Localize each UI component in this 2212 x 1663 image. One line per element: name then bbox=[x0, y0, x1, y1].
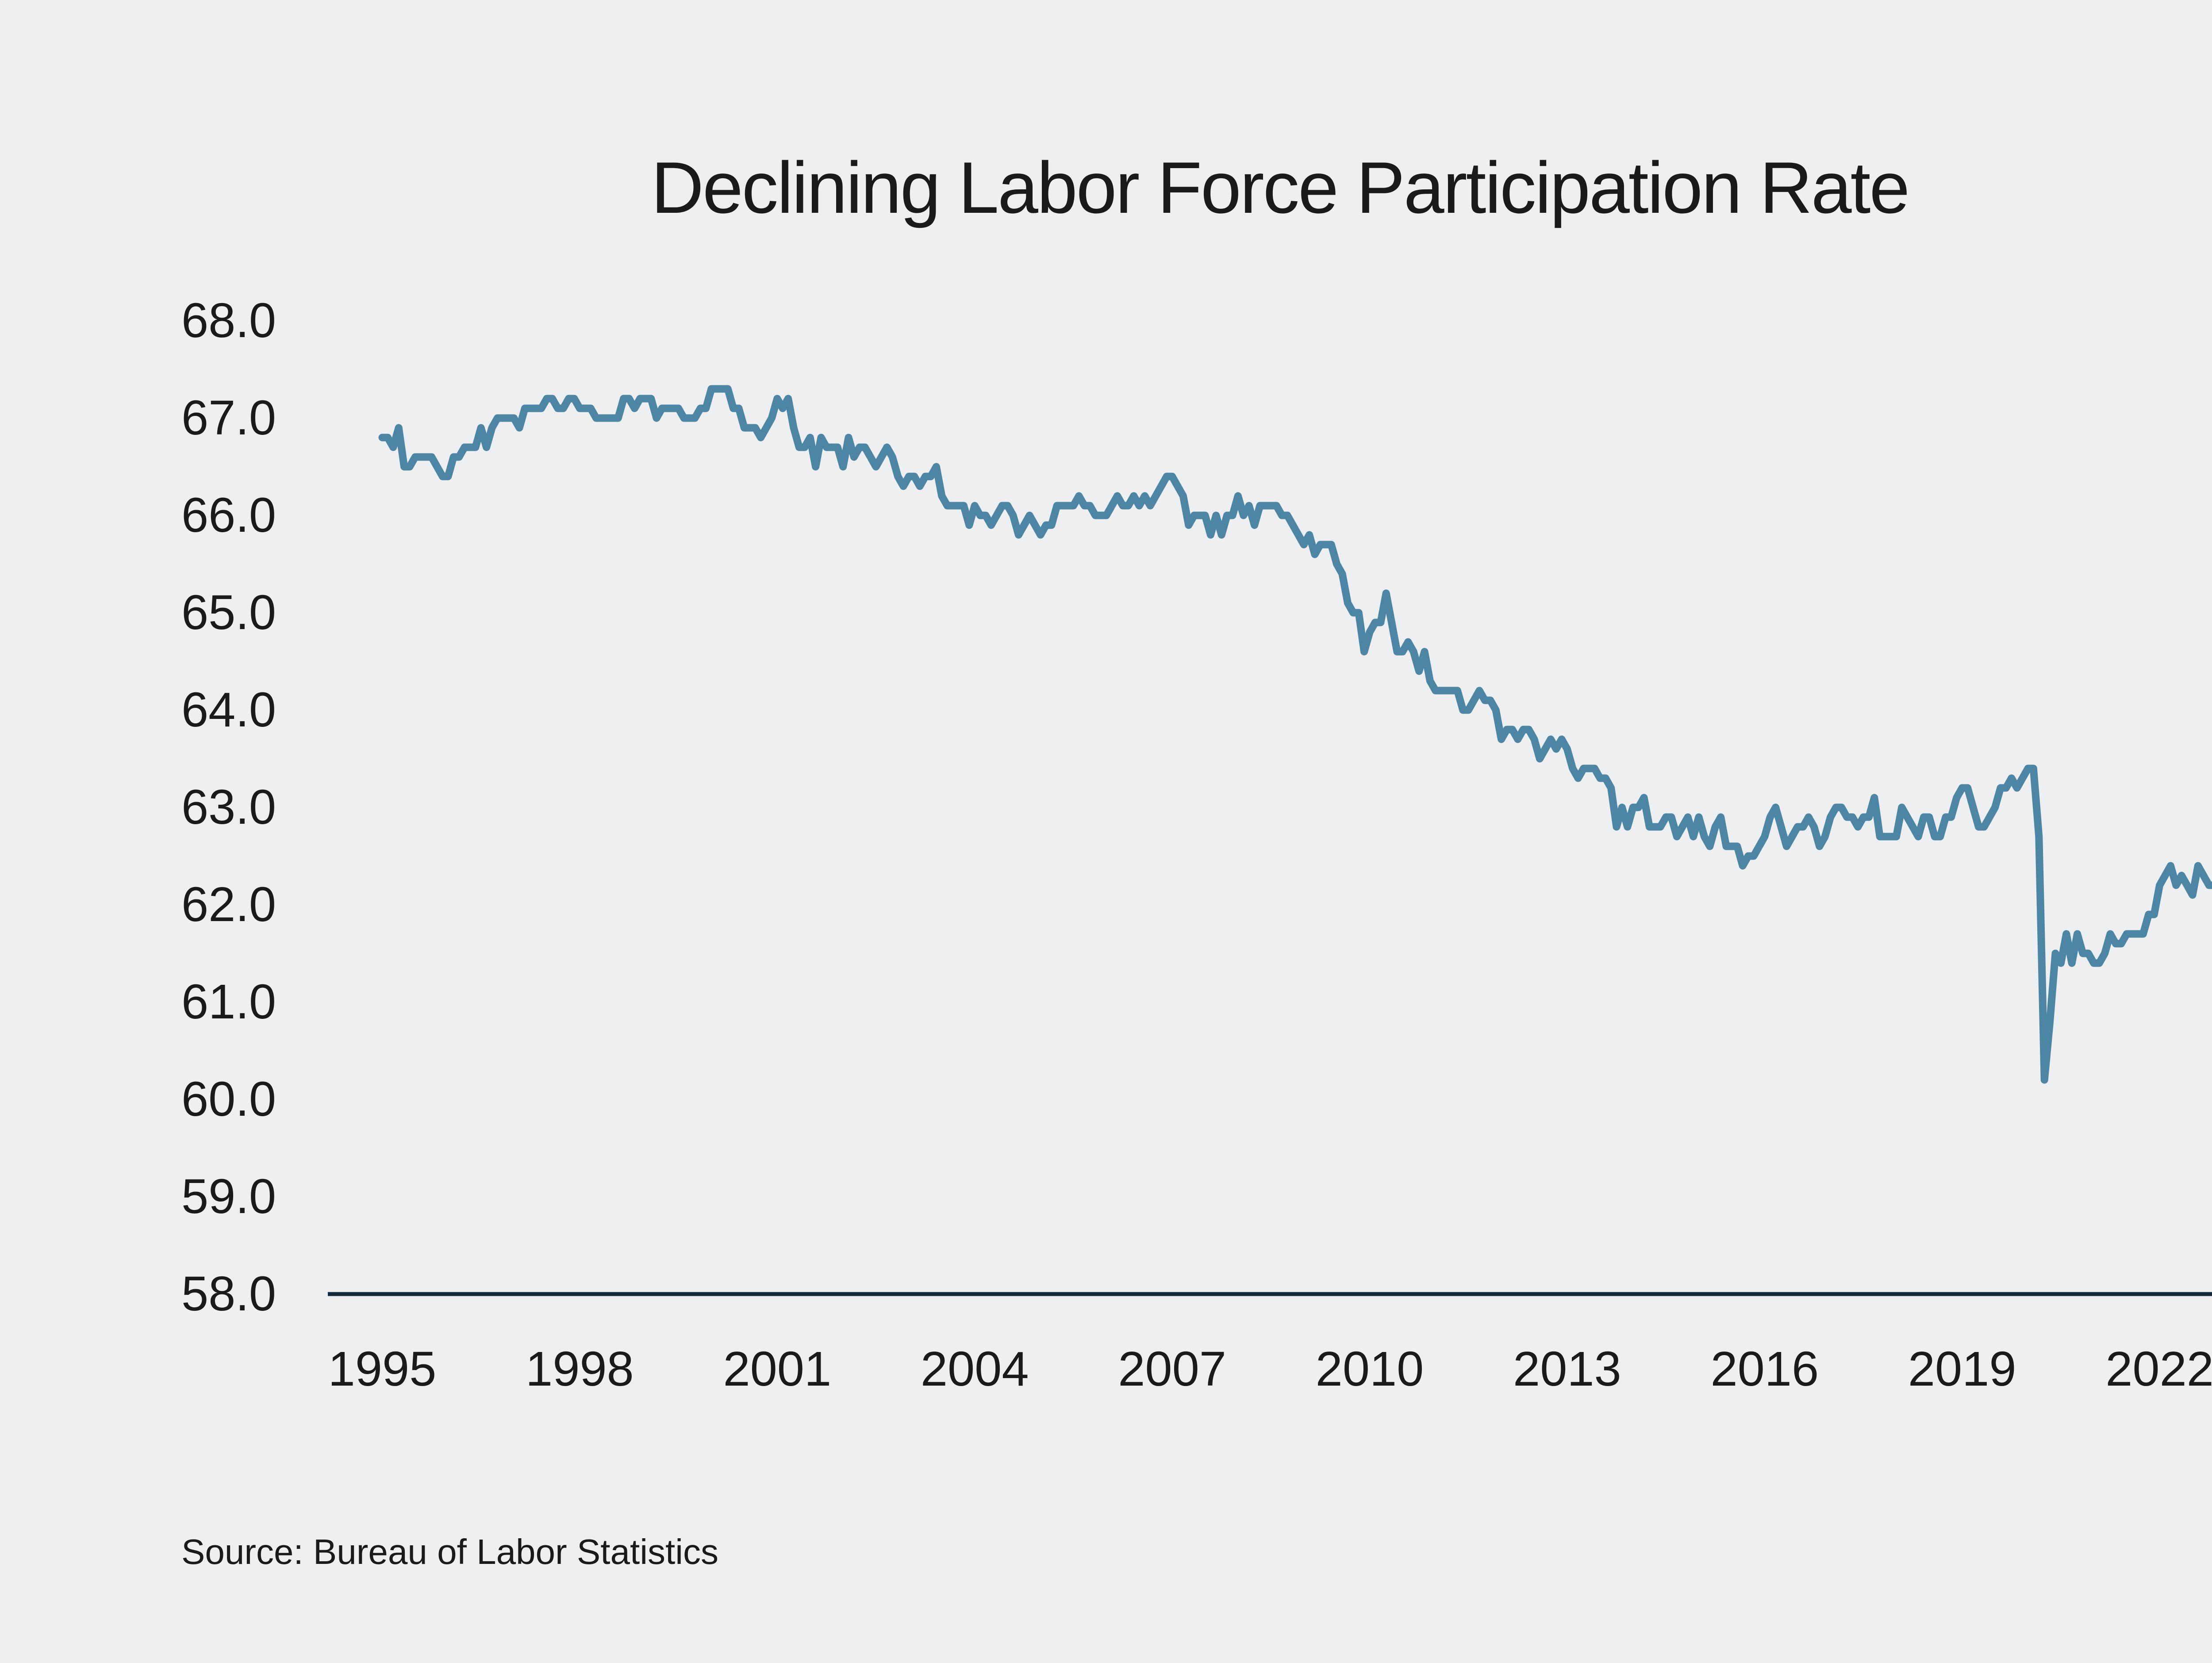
y-tick-label: 64.0 bbox=[181, 683, 276, 737]
x-tick-label: 2022 bbox=[2105, 1342, 2212, 1396]
x-tick-label: 2016 bbox=[1710, 1342, 1819, 1396]
lfpr-series-line bbox=[378, 385, 2212, 1084]
y-tick-label: 59.0 bbox=[181, 1169, 276, 1224]
chart-title: Declining Labor Force Participation Rate bbox=[651, 147, 1910, 228]
x-tick-label: 2004 bbox=[920, 1342, 1029, 1396]
y-tick-label: 60.0 bbox=[181, 1072, 276, 1126]
x-tick-label: 2019 bbox=[1908, 1342, 2016, 1396]
y-tick-label: 65.0 bbox=[181, 585, 276, 640]
x-tick-label: 2007 bbox=[1118, 1342, 1226, 1396]
y-tick-label: 58.0 bbox=[181, 1267, 276, 1321]
x-tick-label: 1998 bbox=[526, 1342, 634, 1396]
x-tick-label: 2001 bbox=[723, 1342, 832, 1396]
y-tick-label: 68.0 bbox=[181, 293, 276, 348]
y-tick-label: 63.0 bbox=[181, 780, 276, 834]
x-tick-label: 2013 bbox=[1513, 1342, 1621, 1396]
source-note: Source: Bureau of Labor Statistics bbox=[181, 1532, 718, 1571]
y-tick-label: 66.0 bbox=[181, 488, 276, 542]
y-tick-label: 67.0 bbox=[181, 391, 276, 445]
x-tick-label: 2010 bbox=[1315, 1342, 1424, 1396]
y-tick-label: 61.0 bbox=[181, 975, 276, 1029]
x-tick-label: 1995 bbox=[328, 1342, 437, 1396]
y-tick-label: 62.0 bbox=[181, 877, 276, 932]
